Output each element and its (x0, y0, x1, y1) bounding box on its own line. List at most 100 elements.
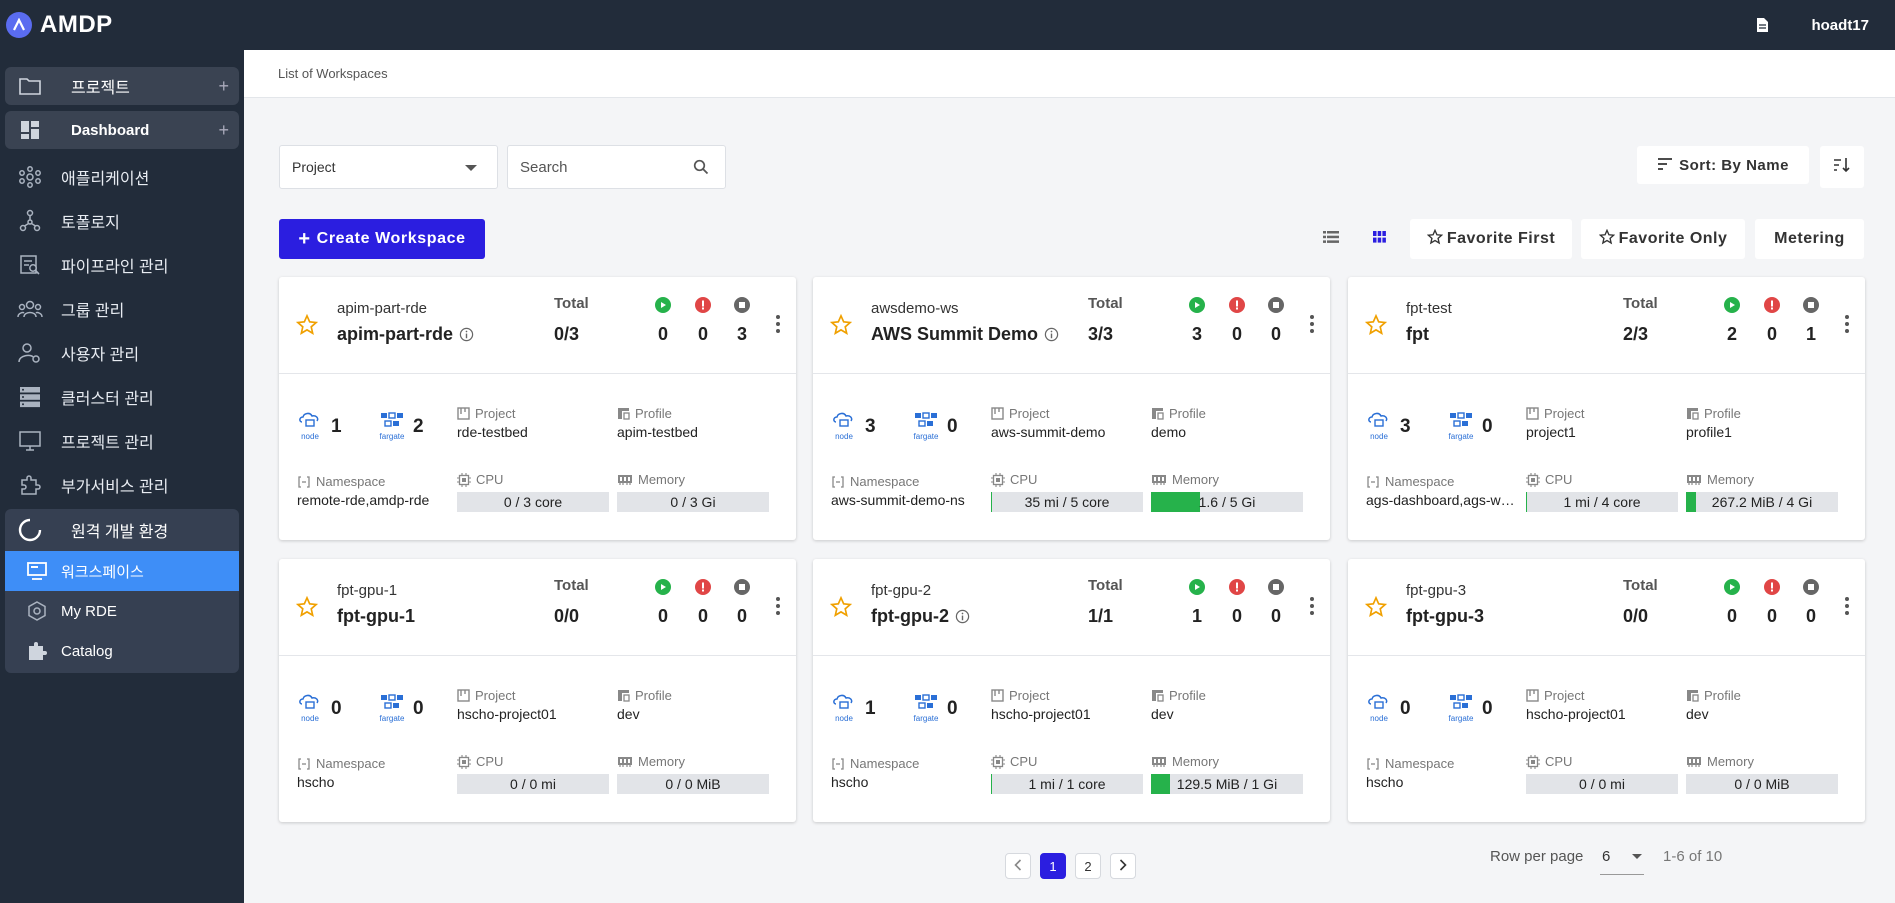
star-outline-icon (1426, 228, 1444, 250)
search-icon[interactable] (693, 159, 709, 180)
project-icon (457, 689, 470, 702)
add-dashboard-icon[interactable]: + (218, 119, 229, 140)
cpu-icon (991, 472, 1005, 487)
cpu-usage-text: 1 mi / 4 core (1563, 494, 1641, 510)
info-icon[interactable] (955, 609, 970, 624)
more-vert-icon[interactable] (1845, 597, 1849, 615)
project-select[interactable]: Project (279, 145, 498, 189)
sidebar-item-users[interactable]: 사용자 관리 (5, 331, 239, 375)
workspace-card[interactable]: apim-part-rde apim-part-rde Total 0/3 0 0 3 nod… (279, 277, 796, 540)
workspace-card[interactable]: fpt-test fpt Total 2/3 2 0 1 node 3 fargate 0 Proje… (1348, 277, 1865, 540)
node-count: node 0 (1366, 694, 1411, 723)
workspace-name-text: apim-part-rde (337, 324, 454, 344)
fargate-count-value: 0 (413, 697, 424, 719)
sort-label: Sort: By Name (1679, 156, 1789, 174)
workspace-card-body: node 3 fargate 0 Project project1 Profile profi… (1348, 374, 1865, 540)
info-icon[interactable] (1044, 327, 1059, 342)
workspace-name[interactable]: apim-part-rde (337, 324, 474, 345)
memory-icon (1151, 474, 1167, 486)
sidebar-item-groups[interactable]: 그룹 관리 (5, 287, 239, 331)
more-vert-icon[interactable] (776, 597, 780, 615)
favorite-star-icon[interactable] (829, 595, 853, 623)
page-button-1[interactable]: 1 (1040, 853, 1066, 879)
sidebar-item-projects[interactable]: 프로젝트 관리 (5, 419, 239, 463)
my-rde-icon (25, 599, 49, 623)
node-count-value: 3 (865, 415, 876, 437)
rows-per-page-select[interactable]: 6 (1600, 845, 1644, 875)
fargate-count: fargate 0 (379, 694, 424, 723)
brand[interactable]: AMDP (0, 0, 113, 50)
cpu-label: CPU (991, 754, 1037, 769)
favorite-star-icon[interactable] (1364, 595, 1388, 623)
search-input[interactable] (520, 158, 680, 176)
workspace-name[interactable]: fpt-gpu-2 (871, 606, 970, 627)
workspace-name[interactable]: AWS Summit Demo (871, 324, 1059, 345)
fargate-count: fargate 0 (913, 694, 958, 723)
metering-button[interactable]: Metering (1755, 219, 1864, 259)
more-vert-icon[interactable] (776, 315, 780, 333)
more-vert-icon[interactable] (1845, 315, 1849, 333)
cpu-label: CPU (1526, 472, 1572, 487)
favorite-star-icon[interactable] (829, 313, 853, 341)
profile-value: profile1 (1686, 424, 1732, 440)
favorite-star-icon[interactable] (295, 595, 319, 623)
sidebar-group-dashboard[interactable]: Dashboard + (5, 111, 239, 149)
sidebar-item-topology[interactable]: 토폴로지 (5, 199, 239, 243)
cpu-usage-bar: 1 mi / 4 core (1526, 492, 1678, 512)
fargate-icon: fargate (1448, 694, 1474, 723)
cpu-label: CPU (457, 754, 503, 769)
sidebar-rde-header[interactable]: 원격 개발 환경 (5, 509, 239, 551)
sort-direction-button[interactable] (1820, 146, 1864, 188)
workspace-card[interactable]: fpt-gpu-3 fpt-gpu-3 Total 0/0 0 0 0 node 0 fargat… (1348, 559, 1865, 822)
favorite-star-icon[interactable] (1364, 313, 1388, 341)
sidebar-item-my-rde[interactable]: My RDE (5, 591, 239, 631)
sidebar-item-label: 프로젝트 관리 (61, 435, 154, 452)
sidebar-item-clusters[interactable]: 클러스터 관리 (5, 375, 239, 419)
workspace-name-text: AWS Summit Demo (871, 324, 1039, 344)
search-box[interactable] (507, 145, 726, 189)
workspace-name[interactable]: fpt (1406, 324, 1429, 345)
info-icon[interactable] (459, 327, 474, 342)
namespace-icon (831, 757, 845, 770)
favorite-first-button[interactable]: Favorite First (1410, 219, 1572, 259)
extension-icon (15, 473, 45, 497)
sidebar-item-applications[interactable]: 애플리케이션 (5, 155, 239, 199)
document-icon[interactable] (1753, 16, 1771, 34)
prev-page-button[interactable] (1005, 853, 1031, 879)
list-view-button[interactable] (1318, 228, 1344, 250)
stopped-status-icon (1803, 579, 1819, 595)
sidebar-item-extensions[interactable]: 부가서비스 관리 (5, 463, 239, 507)
next-page-button[interactable] (1110, 853, 1136, 879)
cpu-icon (1526, 754, 1540, 769)
metering-label: Metering (1774, 230, 1845, 247)
create-workspace-button[interactable]: + Create Workspace (279, 219, 485, 259)
project-label: Project (1526, 688, 1584, 703)
sidebar: 프로젝트 + Dashboard + 애플리케이션 토폴로지 파이프라인 관리 (0, 50, 244, 903)
sidebar-group-label: Dashboard (71, 121, 150, 139)
workspace-card[interactable]: fpt-gpu-2 fpt-gpu-2 Total 1/1 1 0 0 node 1 fargat… (813, 559, 1330, 822)
workspace-name[interactable]: fpt-gpu-1 (337, 606, 415, 627)
stopped-count: 0 (1270, 324, 1281, 344)
sidebar-group-project[interactable]: 프로젝트 + (5, 67, 239, 105)
more-vert-icon[interactable] (1310, 315, 1314, 333)
favorite-only-button[interactable]: Favorite Only (1581, 219, 1745, 259)
username[interactable]: hoadt17 (1811, 16, 1869, 34)
workspace-name[interactable]: fpt-gpu-3 (1406, 606, 1484, 627)
page-button-2[interactable]: 2 (1075, 853, 1101, 879)
profile-icon (617, 689, 630, 702)
workspace-card[interactable]: awsdemo-ws AWS Summit Demo Total 3/3 3 0 0 node… (813, 277, 1330, 540)
sort-button[interactable]: Sort: By Name (1637, 146, 1809, 184)
sidebar-item-workspace[interactable]: 워크스페이스 (5, 551, 239, 591)
sidebar-item-pipeline[interactable]: 파이프라인 관리 (5, 243, 239, 287)
cpu-usage-fill (1526, 492, 1528, 512)
workspace-card[interactable]: fpt-gpu-1 fpt-gpu-1 Total 0/0 0 0 0 node 0 fargat… (279, 559, 796, 822)
sidebar-item-catalog[interactable]: Catalog (5, 631, 239, 671)
workspace-card-header: fpt-gpu-3 fpt-gpu-3 Total 0/0 0 0 0 (1348, 559, 1865, 656)
profile-icon (617, 407, 630, 420)
add-project-icon[interactable]: + (218, 75, 229, 96)
memory-icon (617, 474, 633, 486)
grid-view-button[interactable] (1366, 228, 1392, 250)
more-vert-icon[interactable] (1310, 597, 1314, 615)
favorite-star-icon[interactable] (295, 313, 319, 341)
memory-usage-text: 1.6 / 5 Gi (1198, 494, 1256, 510)
